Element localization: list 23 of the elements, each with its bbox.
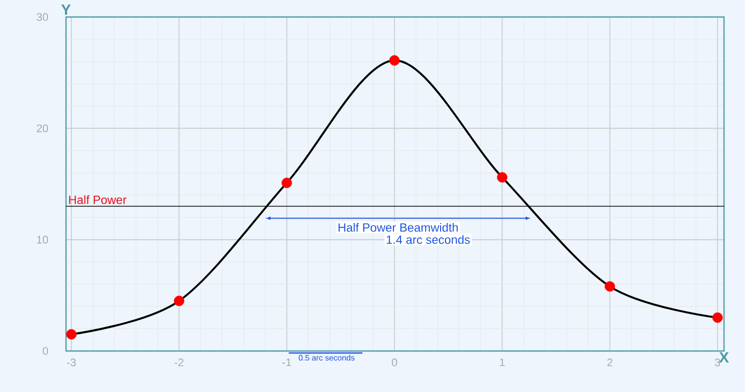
- x-tick-label: -1: [282, 358, 292, 366]
- point: [604, 281, 616, 292]
- y-axis-title: Y: [61, 4, 71, 15]
- point: [389, 55, 400, 66]
- y-tick-label: 0: [42, 347, 48, 355]
- x-tick-label: -3: [66, 358, 76, 366]
- annotation: Half Power Beamwidth: [338, 222, 458, 232]
- point: [282, 178, 292, 188]
- annotation: 1.4 arc seconds: [386, 235, 470, 244]
- x-axis-title: X: [719, 352, 729, 362]
- x-tick-label: 0: [392, 358, 398, 366]
- y-tick-label: 20: [36, 124, 48, 132]
- y-tick-label: 10: [37, 236, 48, 244]
- x-tick-label: -2: [174, 358, 184, 366]
- x-tick-label: 3: [714, 358, 720, 366]
- ref-line-label: Half Power: [69, 195, 126, 204]
- point: [66, 329, 77, 340]
- x-tick-label: 1: [500, 358, 505, 366]
- point: [712, 312, 723, 323]
- x-tick-label: 2: [607, 358, 612, 366]
- point: [174, 296, 184, 306]
- y-tick-label: 30: [36, 13, 48, 21]
- point: [496, 172, 508, 182]
